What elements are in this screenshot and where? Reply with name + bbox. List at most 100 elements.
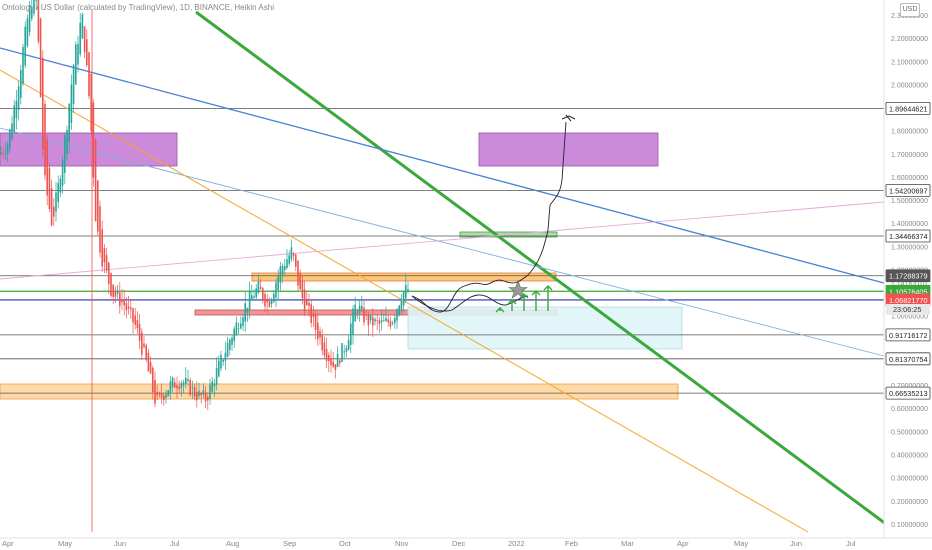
candle-body-107 [235, 322, 238, 335]
candle-body-60 [132, 308, 134, 323]
candle-body-62 [136, 320, 139, 329]
candle-body-105 [231, 337, 233, 345]
x-tick-4: Aug [226, 539, 239, 548]
candle-body-118 [259, 287, 262, 290]
candle-body-164 [361, 305, 363, 310]
candle-body-18 [39, 18, 42, 98]
candle-body-21 [46, 139, 48, 196]
candle-body-25 [55, 192, 57, 212]
x-tick-3: Jul [170, 539, 180, 548]
level-tag-text-8: 0.66535213 [889, 389, 928, 398]
candle-body-71 [156, 391, 158, 396]
candle-body-140 [308, 302, 310, 306]
levels-layer [0, 107, 884, 394]
zone-1 [478, 132, 659, 167]
candle-body-10 [22, 46, 24, 85]
x-tick-11: Mar [621, 539, 634, 548]
currency-button[interactable]: USD [900, 3, 920, 17]
candle-body-85 [187, 379, 189, 381]
candle-body-57 [125, 303, 128, 311]
candle-body-133 [292, 253, 295, 256]
candle-body-151 [332, 361, 334, 367]
x-tick-15: Jul [846, 539, 856, 548]
candle-body-43 [94, 139, 97, 222]
candle-body-8 [17, 86, 20, 110]
candle-body-182 [400, 300, 403, 311]
level-tag-text-3: 1.17288379 [889, 272, 928, 281]
candle-body-65 [143, 343, 145, 348]
candle-body-77 [169, 381, 172, 394]
candle-body-110 [242, 317, 244, 326]
candle-body-132 [290, 247, 293, 260]
candle-body-82 [180, 383, 183, 388]
candle-body-26 [57, 183, 59, 203]
time-axis[interactable]: Apr May Jun Jul Aug Sep Oct Nov Dec 2022 Feb Mar Apr… [0, 537, 932, 550]
candle-body-6 [13, 105, 15, 132]
level-tag-text-0: 1.89644621 [889, 104, 928, 113]
candle-body-32 [70, 84, 73, 123]
candle-body-119 [262, 288, 264, 300]
chart-title: Ontology / US Dollar (calculated by Trad… [2, 3, 274, 12]
candle-body-109 [240, 323, 242, 329]
candle-body-114 [251, 295, 253, 301]
candle-body-125 [275, 282, 277, 298]
candle-body-70 [154, 379, 156, 404]
candles-layer [0, 0, 409, 411]
zone-0 [0, 132, 178, 167]
candle-body-168 [369, 314, 372, 321]
candle-body-175 [385, 318, 387, 321]
candle-body-120 [264, 293, 266, 307]
candle-body-53 [116, 291, 119, 294]
candle-body-46 [101, 229, 103, 267]
candle-body-7 [15, 100, 18, 119]
level-tag-text-7: 0.81370754 [889, 355, 928, 364]
candle-body-81 [178, 386, 180, 390]
y-tick-9: 1.40000000 [891, 221, 928, 228]
candle-body-56 [123, 300, 125, 306]
candle-body-149 [328, 354, 330, 362]
x-tick-12: Apr [677, 539, 689, 548]
candle-body-63 [138, 324, 141, 341]
candle-body-127 [279, 266, 282, 283]
candle-body-102 [224, 352, 227, 361]
level-tag-text-5: 1.06821770 [889, 296, 928, 305]
candle-body-51 [112, 284, 114, 297]
candle-body-179 [394, 317, 396, 324]
candle-body-145 [319, 330, 321, 338]
candle-body-61 [134, 315, 136, 325]
level-tag-box-0 [885, 101, 931, 115]
candle-body-39 [86, 39, 88, 66]
candle-body-154 [339, 360, 341, 364]
candle-body-83 [182, 382, 185, 386]
y-tick-17: 0.40000000 [891, 453, 928, 460]
candle-body-134 [295, 254, 297, 267]
y-tick-16: 0.50000000 [891, 429, 928, 436]
candle-body-123 [270, 299, 273, 305]
candle-body-67 [147, 352, 150, 372]
trendlines-layer [0, 10, 887, 533]
green-arrow-head-1 [507, 299, 517, 305]
candle-body-16 [35, 0, 37, 1]
candle-body-55 [121, 299, 123, 303]
candle-body-124 [273, 293, 275, 302]
level-tag-text-6: 0.91716172 [889, 331, 928, 340]
candle-body-92 [202, 390, 205, 395]
price-axis[interactable]: 2.400000002.300000002.200000002.10000000… [883, 0, 932, 550]
candle-body-29 [64, 135, 66, 173]
candle-body-36 [79, 22, 81, 55]
countdown-tag-box [886, 304, 930, 315]
x-tick-9: 2022 [508, 539, 525, 548]
y-tick-20: 0.10000000 [891, 522, 928, 529]
candle-body-95 [209, 384, 211, 399]
countdown-tag-text: 23:06:25 [893, 305, 921, 314]
candle-body-130 [286, 259, 288, 269]
candle-body-185 [407, 289, 409, 292]
x-tick-5: Sep [283, 539, 296, 548]
candle-body-94 [207, 396, 209, 401]
candle-body-104 [229, 339, 231, 350]
candle-body-146 [321, 334, 323, 351]
candle-body-40 [88, 52, 90, 97]
candle-body-87 [191, 387, 194, 388]
x-tick-0: Apr [2, 539, 14, 548]
